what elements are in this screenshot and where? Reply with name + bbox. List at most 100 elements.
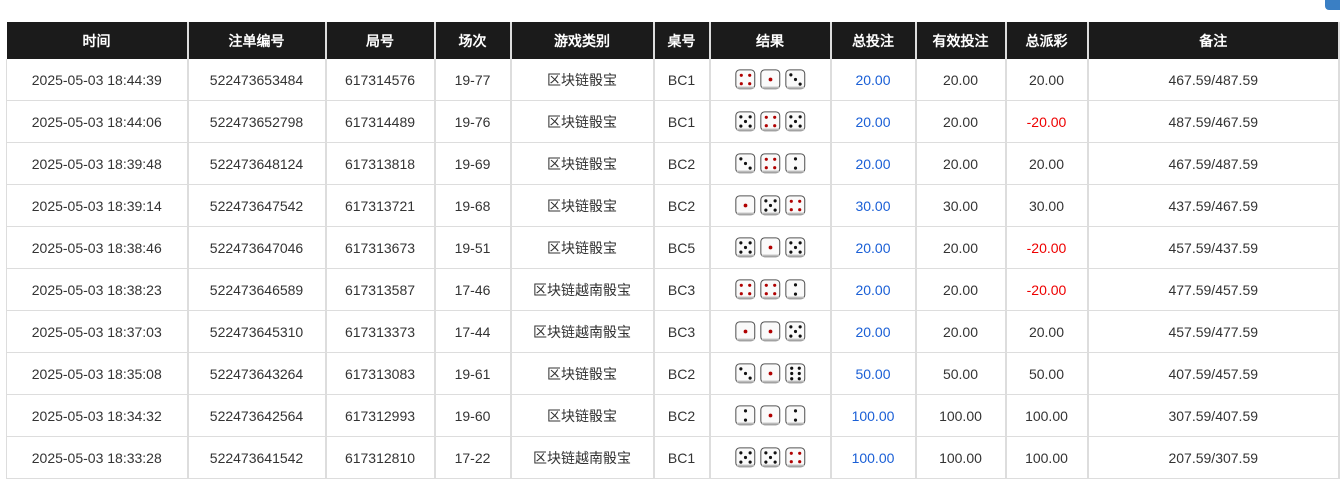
die-5-icon <box>784 237 805 258</box>
table-row: 2025-05-03 18:44:39 522473653484 617314576… <box>6 59 1340 101</box>
cell-round: 617313721 <box>325 184 436 227</box>
corner-button[interactable] <box>1325 0 1340 10</box>
cell-valid-bet: 30.00 <box>915 184 1007 227</box>
cell-result <box>709 310 832 353</box>
bet-history-table: 时间 注单编号 局号 场次 游戏类别 桌号 结果 总投注 有效投注 总派彩 备注 2025-05-0… <box>6 22 1340 479</box>
cell-bet-no: 522473647542 <box>187 184 327 227</box>
cell-table-no: BC2 <box>653 394 711 437</box>
cell-table-no: BC2 <box>653 352 711 395</box>
die-1-icon <box>734 195 755 216</box>
die-5-icon <box>734 447 755 468</box>
cell-time: 2025-05-03 18:33:28 <box>6 436 189 479</box>
die-1-icon <box>734 321 755 342</box>
cell-session: 19-51 <box>434 226 512 269</box>
die-1-icon <box>759 69 780 90</box>
cell-round: 617313673 <box>325 226 436 269</box>
header-total-payout: 总派彩 <box>1005 22 1089 59</box>
cell-table-no: BC3 <box>653 268 711 311</box>
die-3-icon <box>784 69 805 90</box>
cell-bet-no: 522473643264 <box>187 352 327 395</box>
table-row: 2025-05-03 18:33:28 522473641542 617312810… <box>6 436 1340 479</box>
cell-note: 207.59/307.59 <box>1087 436 1340 479</box>
cell-table-no: BC2 <box>653 142 711 185</box>
cell-time: 2025-05-03 18:38:46 <box>6 226 189 269</box>
cell-total-payout: -20.00 <box>1005 100 1089 143</box>
die-3-icon <box>734 363 755 384</box>
cell-round: 617314576 <box>325 59 436 101</box>
cell-total-bet: 20.00 <box>830 142 917 185</box>
cell-time: 2025-05-03 18:34:32 <box>6 394 189 437</box>
cell-time: 2025-05-03 18:39:48 <box>6 142 189 185</box>
cell-result <box>709 268 832 311</box>
cell-total-bet: 20.00 <box>830 310 917 353</box>
cell-valid-bet: 50.00 <box>915 352 1007 395</box>
die-2-icon <box>784 153 805 174</box>
cell-table-no: BC3 <box>653 310 711 353</box>
die-4-icon <box>734 69 755 90</box>
cell-note: 457.59/437.59 <box>1087 226 1340 269</box>
cell-table-no: BC5 <box>653 226 711 269</box>
header-note: 备注 <box>1087 22 1340 59</box>
cell-valid-bet: 100.00 <box>915 436 1007 479</box>
cell-session: 17-22 <box>434 436 512 479</box>
cell-bet-no: 522473641542 <box>187 436 327 479</box>
cell-note: 477.59/457.59 <box>1087 268 1340 311</box>
header-valid-bet: 有效投注 <box>915 22 1007 59</box>
header-time: 时间 <box>6 22 189 59</box>
die-1-icon <box>759 237 780 258</box>
cell-valid-bet: 20.00 <box>915 142 1007 185</box>
cell-round: 617313083 <box>325 352 436 395</box>
cell-total-payout: 20.00 <box>1005 310 1089 353</box>
die-4-icon <box>759 111 780 132</box>
cell-note: 437.59/467.59 <box>1087 184 1340 227</box>
cell-result <box>709 142 832 185</box>
die-5-icon <box>784 321 805 342</box>
cell-result <box>709 184 832 227</box>
cell-note: 487.59/467.59 <box>1087 100 1340 143</box>
cell-total-bet: 20.00 <box>830 100 917 143</box>
die-4-icon <box>784 195 805 216</box>
die-1-icon <box>759 405 780 426</box>
cell-note: 307.59/407.59 <box>1087 394 1340 437</box>
cell-result <box>709 352 832 395</box>
header-total-bet: 总投注 <box>830 22 917 59</box>
cell-bet-no: 522473642564 <box>187 394 327 437</box>
die-2-icon <box>784 279 805 300</box>
cell-game-type: 区块链越南骰宝 <box>510 436 655 479</box>
table-row: 2025-05-03 18:37:03 522473645310 617313373… <box>6 310 1340 353</box>
cell-total-bet: 50.00 <box>830 352 917 395</box>
cell-total-bet: 20.00 <box>830 226 917 269</box>
cell-time: 2025-05-03 18:38:23 <box>6 268 189 311</box>
cell-game-type: 区块链骰宝 <box>510 394 655 437</box>
cell-valid-bet: 20.00 <box>915 226 1007 269</box>
cell-total-payout: 20.00 <box>1005 59 1089 101</box>
table-row: 2025-05-03 18:38:46 522473647046 617313673… <box>6 226 1340 269</box>
cell-round: 617313818 <box>325 142 436 185</box>
cell-total-payout: -20.00 <box>1005 268 1089 311</box>
cell-game-type: 区块链骰宝 <box>510 142 655 185</box>
cell-bet-no: 522473653484 <box>187 59 327 101</box>
cell-table-no: BC1 <box>653 59 711 101</box>
table-row: 2025-05-03 18:34:32 522473642564 617312993… <box>6 394 1340 437</box>
die-2-icon <box>784 405 805 426</box>
cell-table-no: BC1 <box>653 100 711 143</box>
cell-note: 407.59/457.59 <box>1087 352 1340 395</box>
cell-note: 467.59/487.59 <box>1087 59 1340 101</box>
cell-session: 19-77 <box>434 59 512 101</box>
die-3-icon <box>734 153 755 174</box>
cell-valid-bet: 20.00 <box>915 268 1007 311</box>
cell-note: 467.59/487.59 <box>1087 142 1340 185</box>
cell-round: 617312993 <box>325 394 436 437</box>
header-round: 局号 <box>325 22 436 59</box>
cell-session: 17-46 <box>434 268 512 311</box>
cell-time: 2025-05-03 18:44:06 <box>6 100 189 143</box>
die-5-icon <box>784 111 805 132</box>
cell-round: 617313587 <box>325 268 436 311</box>
cell-result <box>709 100 832 143</box>
header-table-no: 桌号 <box>653 22 711 59</box>
cell-game-type: 区块链越南骰宝 <box>510 310 655 353</box>
cell-session: 19-76 <box>434 100 512 143</box>
cell-total-bet: 100.00 <box>830 394 917 437</box>
cell-result <box>709 394 832 437</box>
die-4-icon <box>759 279 780 300</box>
